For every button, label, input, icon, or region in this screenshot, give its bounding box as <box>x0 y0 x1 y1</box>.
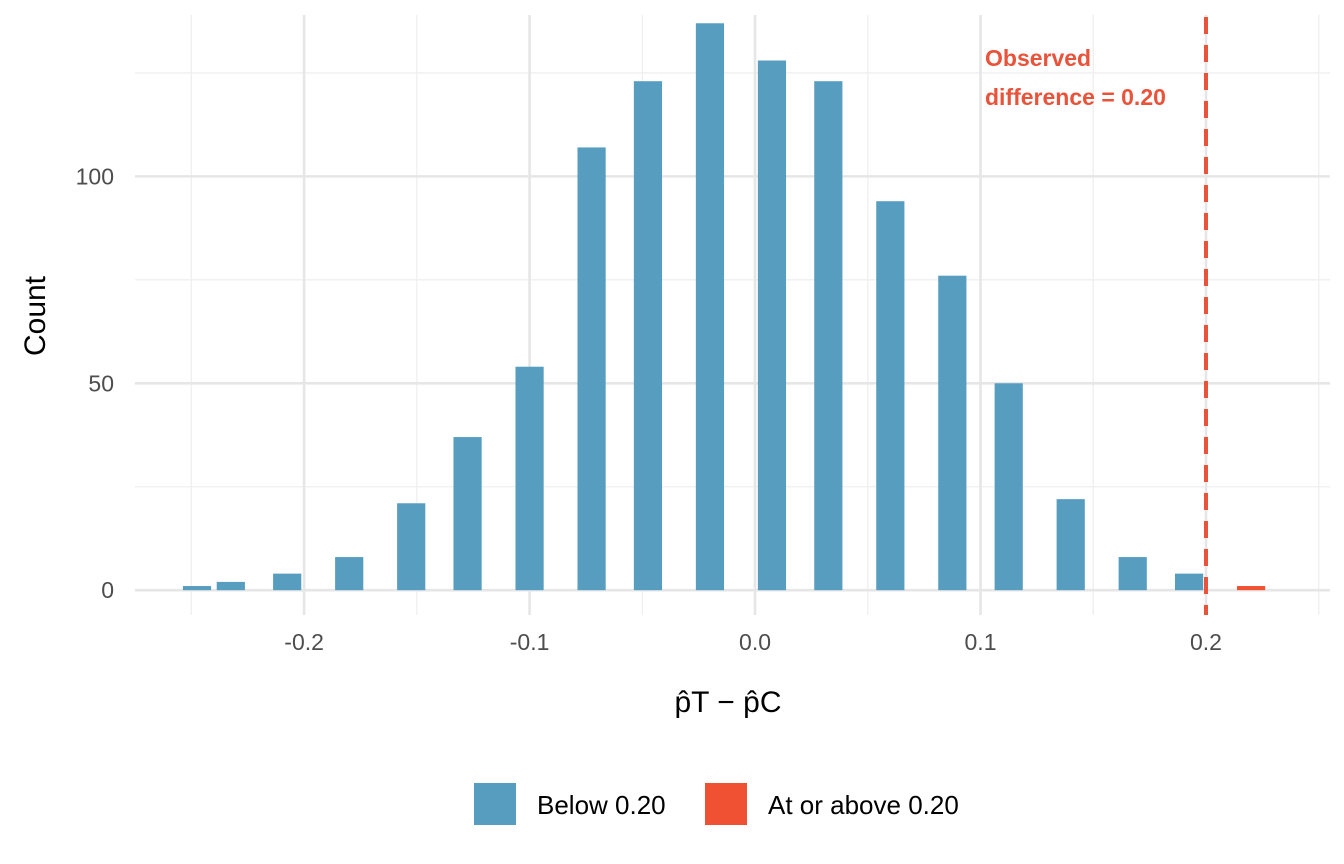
bar-below <box>577 147 606 591</box>
x-axis-title: p̂T − p̂C <box>674 686 781 719</box>
bar-below <box>814 81 843 591</box>
y-tick-label: 100 <box>76 163 114 189</box>
bar-below <box>182 586 212 591</box>
x-tick-labels: -0.2 -0.1 0.0 0.1 0.2 <box>284 629 1222 655</box>
bars-group <box>182 23 1266 591</box>
bar-above <box>1236 586 1266 591</box>
bar-below <box>216 581 245 591</box>
annotation-line-1: Observed <box>985 45 1091 71</box>
x-tick-label: 0.2 <box>1190 629 1222 655</box>
legend-swatch-below <box>474 783 516 825</box>
bar-below <box>938 275 967 591</box>
bar-below <box>876 201 905 591</box>
bar-below <box>335 557 364 591</box>
bar-below <box>515 366 544 591</box>
bar-below <box>757 60 787 591</box>
y-axis-title: Count <box>19 275 52 356</box>
bar-below <box>1174 573 1204 591</box>
x-tick-label: 0.1 <box>965 629 997 655</box>
legend-label-above: At or above 0.20 <box>768 790 959 820</box>
bar-below <box>1056 499 1085 591</box>
x-tick-label: -0.2 <box>284 629 324 655</box>
bar-below <box>453 437 482 591</box>
x-tick-label: 0.0 <box>739 629 771 655</box>
y-tick-label: 0 <box>101 577 114 603</box>
legend-swatch-above <box>705 783 747 825</box>
x-tick-label: -0.1 <box>510 629 550 655</box>
y-tick-label: 50 <box>88 370 114 396</box>
bar-below <box>994 383 1023 591</box>
bar-below <box>397 503 426 591</box>
legend-label-below: Below 0.20 <box>537 790 666 820</box>
annotation-line-2: difference = 0.20 <box>985 84 1166 110</box>
bar-below <box>633 81 663 591</box>
bar-below <box>695 23 725 591</box>
bar-below <box>273 573 302 591</box>
legend: Below 0.20 At or above 0.20 <box>474 783 959 825</box>
bar-below <box>1118 557 1147 591</box>
y-tick-labels: 0 50 100 <box>76 163 114 603</box>
